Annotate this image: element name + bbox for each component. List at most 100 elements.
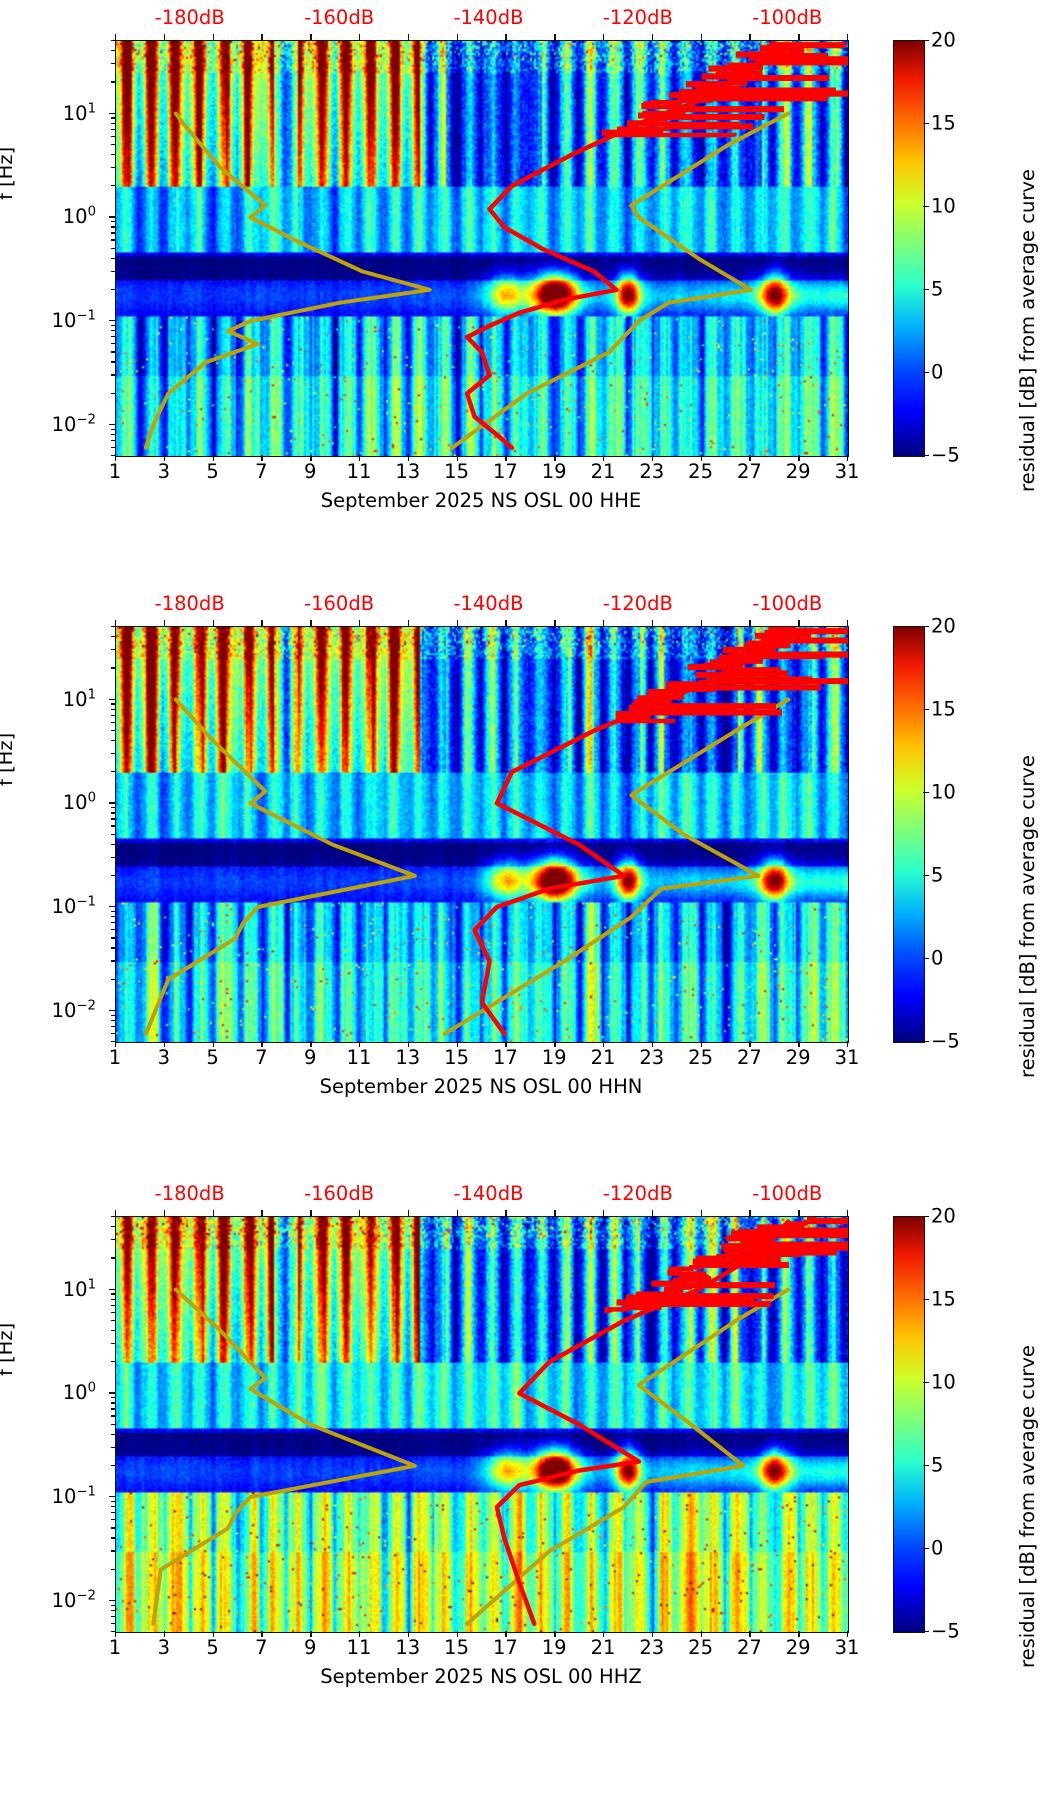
colorbar-tick-mark [923,1631,929,1633]
x-top-tick-mark [749,1210,751,1216]
x-tick-mark [749,1631,751,1637]
x-top-tick-mark [115,620,117,626]
y-minor-tick [111,929,115,931]
colorbar-tick-label: 10 [931,780,956,804]
spectrogram-plot-HHN[interactable] [115,626,849,1043]
x-tick-label: 17 [492,1046,518,1069]
top-db-label-120: -120dB [602,592,673,615]
spectrogram-plot-HHZ[interactable] [115,1216,849,1633]
x-tick-mark [505,1631,507,1637]
y-tick-mark [109,1009,115,1012]
y-minor-tick [111,1402,115,1404]
y-minor-tick [111,703,115,705]
x-tick-mark [212,1041,214,1047]
y-minor-tick [111,916,115,918]
x-tick-mark [700,1631,702,1637]
x-top-tick-mark [505,34,507,40]
x-top-tick-mark [310,620,312,626]
x-tick-label: 21 [590,460,616,483]
x-axis-caption-HHE: September 2025 NS OSL 00 HHE [320,489,642,512]
x-tick-label: 27 [736,1046,762,1069]
x-tick-label: 23 [639,460,665,483]
x-top-tick-mark [651,1210,654,1216]
top-db-label-100: -100dB [752,592,823,615]
colorbar-tick-label: 15 [931,1287,956,1311]
y-minor-tick [111,1512,115,1514]
y-minor-tick [111,636,115,638]
x-top-tick-mark [163,34,166,40]
x-top-tick-mark [554,34,556,40]
y-axis-caption-HHE: f [Hz] [0,146,17,200]
x-tick-label: 19 [541,460,567,483]
y-minor-tick [111,1329,115,1332]
y-minor-tick [111,239,115,241]
y-minor-tick [111,439,115,442]
x-tick-mark [651,1041,654,1047]
x-tick-label: 1 [108,1046,122,1069]
x-tick-label: 3 [157,460,171,483]
colorbar-tick-mark [923,958,929,960]
x-top-tick-mark [407,1210,410,1216]
y-axis-caption-HHZ: f [Hz] [0,1322,17,1376]
colorbar-tick-label: 5 [931,1453,944,1477]
x-tick-mark [603,455,605,461]
y-axis-labels-HHE: 101 100 10−1 10−2 [0,40,110,455]
y-minor-tick [111,185,115,187]
x-tick-label: 11 [346,1046,372,1069]
y-minor-tick [111,1519,115,1521]
y-tick-label: 10−1 [51,1484,96,1508]
colorbar-tick-mark [923,709,929,711]
x-tick-label: 3 [157,1046,171,1069]
colorbar-tick-mark [923,1548,929,1550]
top-db-label-140: -140dB [453,1182,524,1205]
y-tick-mark [109,1392,115,1394]
y-minor-tick [111,1568,115,1570]
colorbar-ticks-HHE: −5 0 5 10 15 20 [923,29,993,467]
x-tick-label: 29 [785,1636,811,1659]
x-top-tick-mark [310,1210,312,1216]
x-tick-label: 7 [255,1636,268,1659]
colorbar-tick-mark [923,1041,929,1043]
y-minor-tick [111,1446,115,1448]
x-tick-label: 9 [303,1046,317,1069]
x-tick-mark [212,1631,214,1637]
x-tick-label: 25 [688,1046,714,1069]
y-minor-tick [111,1019,115,1022]
y-minor-tick [111,1311,115,1313]
y-tick-mark [109,1288,115,1290]
y-tick-label: 101 [62,100,96,125]
y-minor-tick [111,433,115,436]
y-minor-tick [111,729,115,732]
colorbar-caption-HHE: residual [dB] from average curve [1016,169,1039,492]
x-tick-mark [407,455,410,461]
colorbar-tick-mark [923,289,929,291]
x-tick-label: 1 [108,1636,122,1659]
top-db-label-120: -120dB [602,1182,673,1205]
spectrogram-plot-HHE[interactable] [115,40,849,457]
x-tick-label: 29 [785,460,811,483]
x-top-tick-mark [456,34,458,40]
colorbar-tick-label: 0 [931,946,944,970]
colorbar-tick-label: −5 [931,1619,960,1643]
y-minor-tick [111,818,115,820]
colorbar-tick-mark [923,1216,929,1218]
colorbar-tick-label: 15 [931,111,956,135]
colorbar-tick-mark [923,875,929,877]
y-minor-tick [111,721,115,723]
y-minor-tick [111,1226,115,1228]
y-minor-tick [111,626,115,628]
y-minor-tick [111,910,115,913]
y-minor-tick [111,247,115,249]
x-top-tick-mark [603,1210,605,1216]
y-minor-tick [111,807,115,809]
x-top-tick-mark [407,620,410,626]
x-tick-mark [456,1631,458,1637]
x-top-tick-mark [261,620,263,626]
x-top-tick-mark [603,34,605,40]
colorbar-tick-mark [923,792,929,794]
x-tick-label: 29 [785,1046,811,1069]
y-minor-tick [111,40,115,42]
y-minor-tick [111,947,115,949]
colorbar-tick-label: 10 [931,194,956,218]
y-minor-tick [111,1527,115,1529]
